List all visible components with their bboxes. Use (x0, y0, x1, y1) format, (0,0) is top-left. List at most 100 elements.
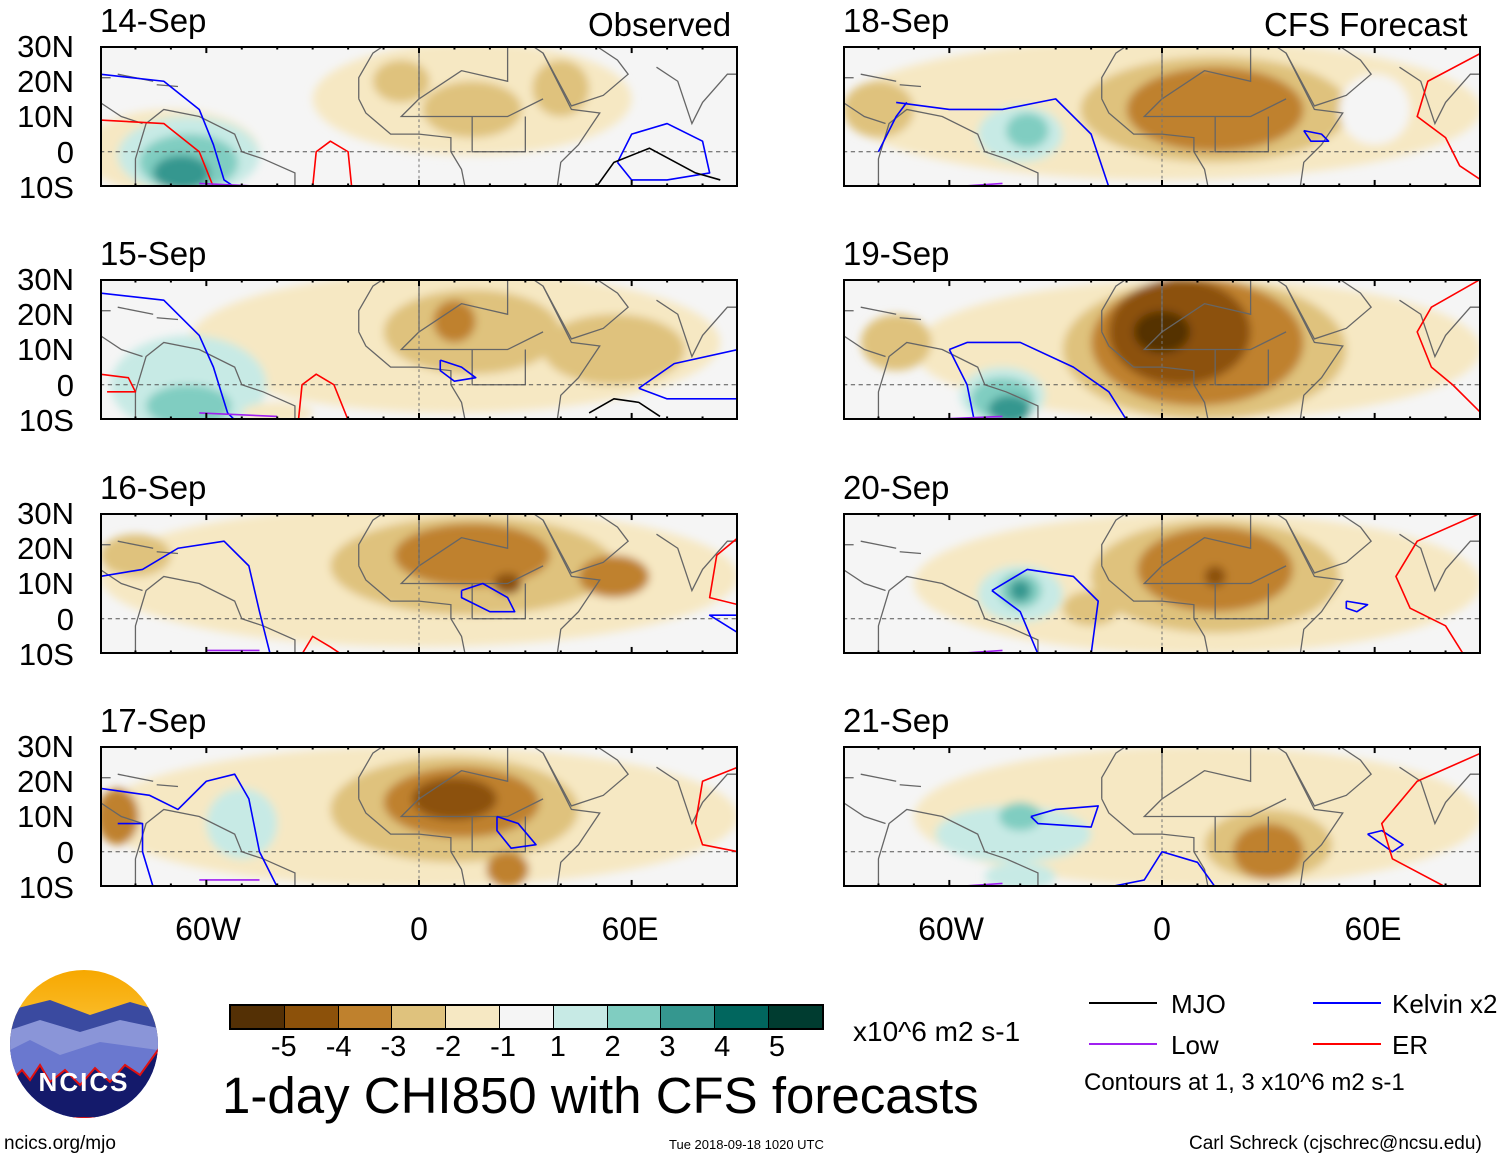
coastline (543, 513, 628, 573)
panel-date: 20-Sep (843, 469, 950, 506)
coastline (157, 785, 178, 787)
ncics-logo: NCICS (10, 970, 158, 1118)
colorbar-label: -4 (325, 1031, 352, 1063)
anomaly-region (543, 314, 685, 385)
coastline (656, 300, 738, 356)
kelvin-contour (440, 360, 475, 381)
panel-date: 18-Sep (843, 2, 950, 39)
lat-tick-label: 30N (17, 29, 74, 64)
anomaly-region (422, 81, 522, 138)
colorbar-swatch (715, 1006, 769, 1028)
coastline (118, 541, 153, 548)
coastline (1286, 746, 1371, 806)
colorbar-swatch (392, 1006, 447, 1028)
coastline (843, 569, 886, 590)
coastline (532, 46, 599, 187)
logo-text: NCICS (38, 1067, 130, 1097)
colorbar-label: 1 (549, 1031, 566, 1063)
kelvin-contour (949, 350, 974, 421)
coastline (1102, 332, 1208, 420)
er-contour (1396, 513, 1481, 654)
lat-tick-label: 10S (18, 636, 74, 672)
coastline (359, 799, 465, 887)
lon-tick-label: 0 (410, 911, 428, 947)
kelvin-contour (497, 817, 536, 849)
panel-date: 19-Sep (843, 235, 950, 272)
anomaly-region (1062, 590, 1120, 626)
coastline (118, 307, 153, 314)
map-panel-18-Sep (843, 46, 1481, 187)
colorbar-boxes (229, 1004, 824, 1030)
map-panel-16-Sep (100, 513, 738, 654)
coastline (543, 279, 628, 339)
coastline (1399, 67, 1481, 123)
anomaly-region (1126, 67, 1304, 152)
coastline (359, 566, 465, 654)
footer-url[interactable]: ncics.org/mjo (4, 1133, 116, 1154)
coastline (1102, 566, 1208, 654)
lon-tick-label: 0 (1153, 911, 1171, 947)
lat-tick-label: 0 (56, 367, 74, 403)
er-contour (1417, 53, 1481, 180)
panel-date: 21-Sep (843, 702, 950, 739)
anomaly-region (100, 534, 171, 577)
coastline (157, 85, 178, 87)
coastline (543, 46, 628, 106)
anomaly-region (998, 802, 1042, 831)
colorbar-swatch (768, 1006, 822, 1028)
low-line-swatch (1089, 1043, 1157, 1045)
colorbar-units: x10^6 m2 s-1 (853, 1016, 1021, 1047)
coastline (543, 746, 628, 806)
kelvin-contour (118, 824, 153, 887)
kelvin-contour (896, 99, 1109, 187)
coastline (135, 109, 295, 187)
panel-date: 16-Sep (100, 469, 207, 506)
mjo-line-swatch (1089, 1002, 1157, 1004)
coastline (157, 318, 178, 320)
lon-tick-label: 60E (1344, 911, 1402, 947)
map-panel-19-Sep (843, 279, 1481, 420)
low-contour (199, 413, 277, 417)
lat-tick-label: 10N (17, 332, 74, 368)
coastline (1275, 746, 1342, 887)
lat-tick-label: 10N (17, 799, 74, 835)
coastline (900, 85, 921, 87)
lat-tick-label: 30N (17, 496, 74, 531)
anomaly-region (153, 155, 210, 187)
coastline (878, 342, 1038, 420)
er-contour (1382, 753, 1481, 887)
lat-tick-label: 10N (17, 566, 74, 602)
colorbar-label: 4 (714, 1031, 731, 1063)
anomaly-region (1006, 112, 1049, 149)
kelvin-contour (949, 342, 1126, 420)
er-contour (710, 538, 738, 605)
footer-author: Carl Schreck (cjschrec@ncsu.edu) (1189, 1133, 1482, 1154)
map-panel-14-Sep (100, 46, 738, 187)
er-contour (298, 374, 348, 420)
kelvin-contour (992, 569, 1098, 654)
lat-tick-label: 20N (17, 531, 74, 567)
anomaly-region (1204, 565, 1226, 588)
kelvin-contour (878, 102, 906, 151)
coastline (843, 802, 886, 823)
er-contour (100, 374, 135, 392)
anomaly-region (411, 777, 497, 821)
kelvin-contour (1031, 806, 1098, 827)
lon-tick-label: 60W (175, 911, 241, 947)
coastline (900, 785, 921, 787)
colorbar-label: 3 (659, 1031, 676, 1063)
coastline (1275, 513, 1342, 654)
colorbar-label: -5 (270, 1031, 297, 1063)
er-contour (100, 120, 213, 187)
coastline (1102, 799, 1208, 887)
anomaly-region (206, 788, 278, 859)
kelvin-contour (1304, 131, 1329, 142)
mjo-contour (596, 148, 720, 187)
coastline (157, 552, 178, 554)
colorbar-label: 2 (604, 1031, 621, 1063)
coastline (1102, 279, 1127, 332)
anomaly-region (486, 851, 529, 887)
kelvin-contour (1109, 852, 1215, 887)
legend-low: Low (1171, 1030, 1219, 1060)
coastline (1399, 534, 1481, 590)
